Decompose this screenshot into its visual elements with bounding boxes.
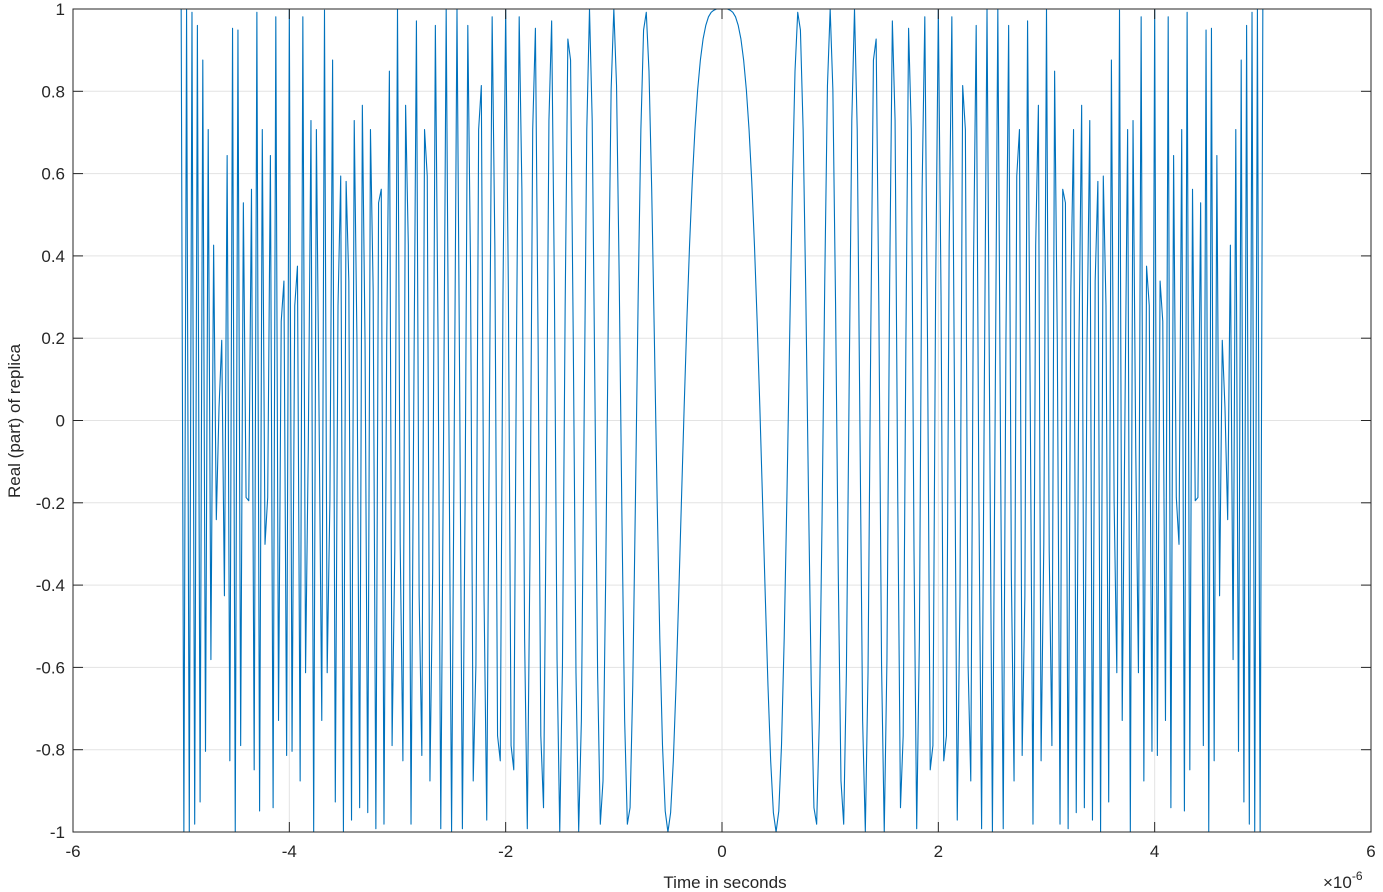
y-tick-label: 1 <box>56 0 65 19</box>
y-tick-label: -0.4 <box>36 576 65 595</box>
x-tick-label: -2 <box>498 842 513 861</box>
y-tick-label: 0.4 <box>41 247 65 266</box>
y-tick-label: 0.2 <box>41 329 65 348</box>
y-tick-label: -0.8 <box>36 741 65 760</box>
x-tick-label: -4 <box>282 842 297 861</box>
x-multiplier-base: ×10 <box>1323 873 1352 892</box>
x-tick-label: 4 <box>1150 842 1159 861</box>
y-tick-label: 0.8 <box>41 82 65 101</box>
y-axis-label: Real (part) of replica <box>5 343 24 498</box>
y-tick-label: -0.2 <box>36 494 65 513</box>
x-axis-label: Time in seconds <box>663 873 786 892</box>
x-tick-label: -6 <box>65 842 80 861</box>
y-tick-label: -1 <box>50 823 65 842</box>
y-tick-label: -0.6 <box>36 658 65 677</box>
x-tick-label: 2 <box>934 842 943 861</box>
y-tick-label: 0.6 <box>41 165 65 184</box>
x-axis-multiplier: ×10-6 <box>1323 869 1363 892</box>
x-tick-label: 0 <box>717 842 726 861</box>
x-multiplier-exponent: -6 <box>1352 869 1363 883</box>
x-tick-label: 6 <box>1366 842 1375 861</box>
y-tick-label: 0 <box>56 412 65 431</box>
